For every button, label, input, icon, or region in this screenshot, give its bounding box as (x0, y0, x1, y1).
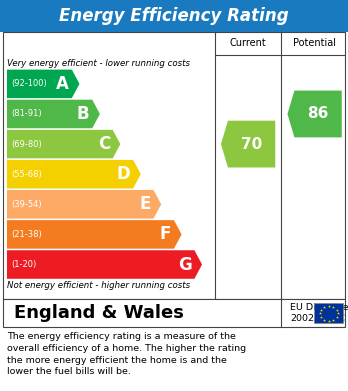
Text: The energy efficiency rating is a measure of the
overall efficiency of a home. T: The energy efficiency rating is a measur… (7, 332, 246, 377)
Polygon shape (7, 220, 182, 249)
Text: F: F (160, 225, 171, 244)
Text: (21-38): (21-38) (11, 230, 42, 239)
Polygon shape (287, 91, 342, 137)
Text: England & Wales: England & Wales (14, 304, 184, 322)
Polygon shape (7, 160, 141, 188)
Text: 86: 86 (307, 106, 329, 122)
Bar (0, 0, 348, 32)
Polygon shape (7, 70, 79, 98)
Text: Potential: Potential (293, 38, 336, 48)
Text: A: A (56, 75, 69, 93)
Text: (55-68): (55-68) (11, 170, 42, 179)
Bar (3, 32, 345, 299)
Text: Very energy efficient - lower running costs: Very energy efficient - lower running co… (7, 59, 190, 68)
Polygon shape (7, 250, 202, 279)
Text: B: B (77, 105, 89, 123)
Text: Not energy efficient - higher running costs: Not energy efficient - higher running co… (7, 281, 190, 291)
Text: C: C (98, 135, 110, 153)
Polygon shape (7, 190, 161, 219)
Text: D: D (117, 165, 130, 183)
Text: E: E (139, 195, 151, 213)
Text: G: G (178, 255, 192, 274)
Bar (3, 299, 345, 327)
Text: Current: Current (230, 38, 267, 48)
Bar (314, 303, 343, 323)
Text: (81-91): (81-91) (11, 109, 42, 118)
Polygon shape (7, 100, 100, 128)
Text: Energy Efficiency Rating: Energy Efficiency Rating (59, 7, 289, 25)
Text: (92-100): (92-100) (11, 79, 47, 88)
Text: (39-54): (39-54) (11, 200, 42, 209)
Text: (1-20): (1-20) (11, 260, 37, 269)
Polygon shape (221, 121, 275, 167)
Polygon shape (7, 130, 120, 158)
Text: 70: 70 (241, 136, 262, 152)
Text: EU Directive
2002/91/EC: EU Directive 2002/91/EC (290, 303, 348, 323)
Text: (69-80): (69-80) (11, 140, 42, 149)
